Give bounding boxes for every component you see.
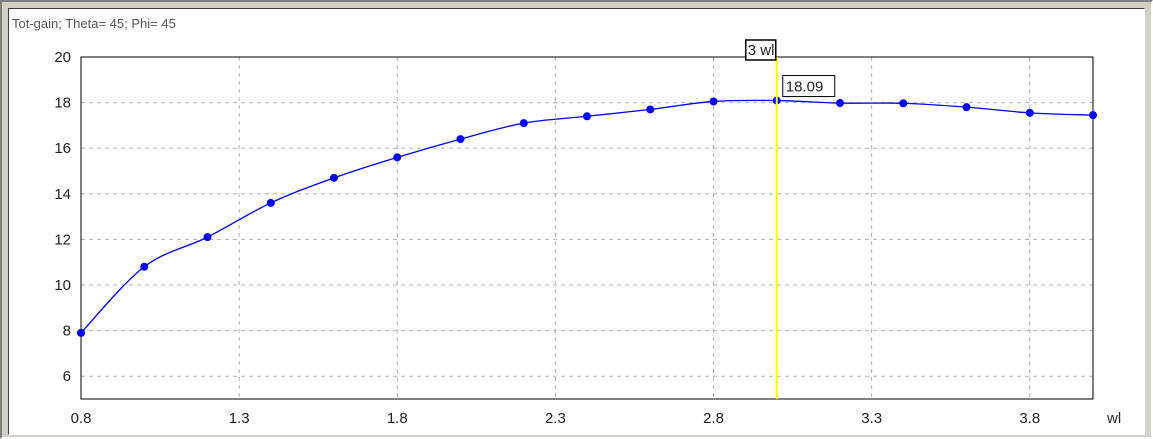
data-point: [456, 135, 465, 144]
data-point: [836, 99, 844, 108]
grid-lines: [81, 57, 1093, 399]
data-point: [266, 198, 275, 207]
x-tick-label: 3.8: [1019, 410, 1040, 427]
x-axis-label: wl: [1106, 410, 1121, 427]
x-tick-label: 2.3: [545, 410, 566, 427]
cursor-x-label: 3 wl: [748, 42, 775, 59]
plot-area[interactable]: [80, 56, 1094, 400]
y-tick-label: 18: [54, 95, 71, 112]
series-line: [80, 99, 1094, 334]
data-point: [1089, 111, 1097, 120]
y-tick-label: 14: [54, 186, 71, 203]
axis-ticks: 6 8 10 12 14 16 18 20 0.8 1.3 1.8 2.3 2.8 3.3 3.8: [54, 49, 1040, 427]
y-tick-label: 6: [63, 368, 71, 385]
data-point: [140, 262, 149, 271]
x-tick-label: 1.8: [387, 410, 408, 427]
data-point: [77, 328, 85, 337]
data-point: [709, 97, 718, 106]
data-point: [330, 173, 338, 182]
y-tick-label: 20: [54, 49, 71, 66]
y-tick-label: 16: [54, 140, 71, 157]
data-point: [1025, 108, 1034, 117]
y-tick-label: 12: [54, 231, 71, 248]
cursor-value-label: 18.09: [786, 79, 824, 96]
series-group: [77, 96, 1097, 337]
x-tick-label: 3.3: [861, 410, 882, 427]
data-point: [646, 105, 655, 114]
x-tick-label: 2.8: [703, 410, 724, 427]
data-point: [393, 153, 402, 162]
data-point: [899, 99, 908, 108]
x-tick-label: 0.8: [71, 410, 92, 427]
y-tick-label: 10: [54, 277, 71, 294]
data-point: [203, 233, 212, 242]
y-tick-label: 8: [63, 323, 71, 340]
data-point: [583, 112, 591, 121]
cursor-value-label-box: [782, 75, 836, 98]
data-point: [519, 119, 528, 128]
cursor-x-label-box: [745, 39, 777, 61]
chart-panel: Tot-gain; Theta= 45; Phi= 45 6 8 10 12 14 16 1…: [8, 8, 1145, 435]
chart-title: Tot-gain; Theta= 45; Phi= 45: [12, 16, 176, 31]
gain-chart[interactable]: Tot-gain; Theta= 45; Phi= 45 6 8 10 12 14 16 1…: [9, 9, 1144, 434]
cursor-group[interactable]: 3 wl 18.09: [745, 39, 836, 399]
data-point: [962, 103, 971, 112]
x-tick-label: 1.3: [229, 410, 250, 427]
